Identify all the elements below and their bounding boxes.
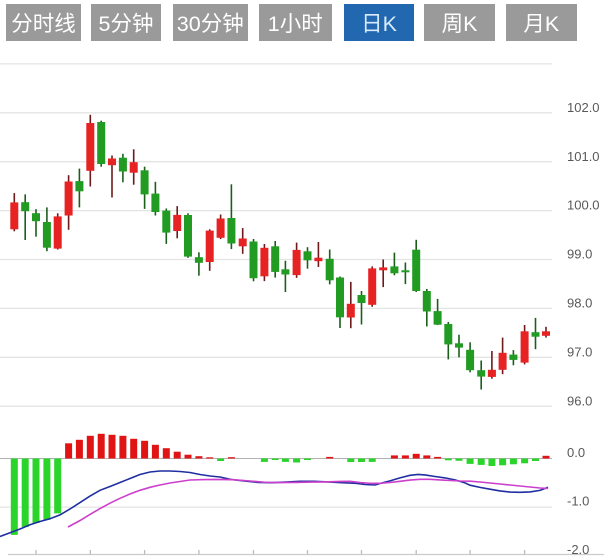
- svg-text:97.0: 97.0: [567, 344, 592, 359]
- svg-text:-2.0: -2.0: [567, 542, 589, 557]
- svg-text:0.0: 0.0: [567, 445, 585, 460]
- svg-text:101.0: 101.0: [567, 149, 600, 164]
- svg-text:100.0: 100.0: [567, 198, 600, 213]
- svg-text:98.0: 98.0: [567, 296, 592, 311]
- svg-text:96.0: 96.0: [567, 393, 592, 408]
- svg-text:-1.0: -1.0: [567, 494, 589, 509]
- svg-text:102.0: 102.0: [567, 100, 600, 115]
- svg-text:99.0: 99.0: [567, 247, 592, 262]
